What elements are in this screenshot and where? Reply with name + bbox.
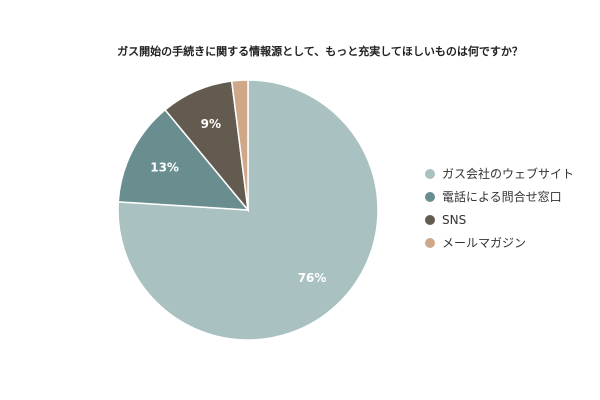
slice-labels: 76% 13% 9%	[150, 117, 326, 285]
slice-label-3: 9%	[201, 117, 221, 131]
legend-swatch-2	[425, 192, 435, 202]
legend-label-3: SNS	[442, 213, 466, 227]
legend-swatch-3	[425, 215, 435, 225]
pie-slice-4	[230, 79, 249, 211]
chart-title: ガス開始の手続きに関する情報源として、もっと充実してほしいものは何ですか？	[117, 44, 523, 58]
legend-swatch-4	[425, 238, 435, 248]
legend-label-1: ガス会社のウェブサイト	[442, 166, 574, 181]
legend-swatch-1	[425, 169, 435, 179]
pie-slices	[117, 79, 379, 341]
legend-label-2: 電話による問合せ窓口	[442, 189, 562, 204]
legend-label-4: メールマガジン	[442, 236, 526, 250]
slice-label-1: 76%	[298, 271, 327, 285]
slice-label-2: 13%	[150, 161, 179, 175]
pie-slice-1	[117, 79, 379, 341]
pie-slice-2	[117, 108, 250, 211]
